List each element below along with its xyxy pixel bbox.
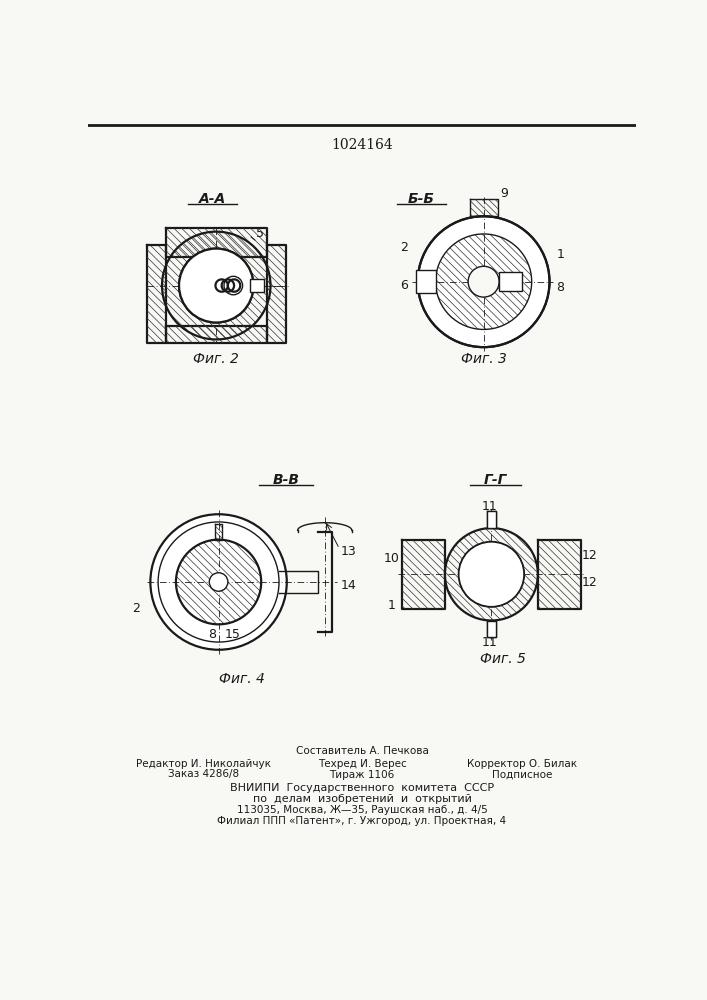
Text: 2: 2 <box>132 602 141 615</box>
Polygon shape <box>402 540 445 609</box>
Bar <box>416 270 436 293</box>
Polygon shape <box>469 199 498 216</box>
Circle shape <box>151 514 287 650</box>
Text: 5: 5 <box>257 227 264 240</box>
Text: Фиг. 5: Фиг. 5 <box>480 652 526 666</box>
Text: Подписное: Подписное <box>492 770 553 780</box>
Text: Фиг. 2: Фиг. 2 <box>193 352 239 366</box>
Text: по  делам  изобретений  и  открытий: по делам изобретений и открытий <box>252 794 472 804</box>
Text: Редактор И. Николайчук: Редактор И. Николайчук <box>136 759 271 769</box>
Text: Фиг. 3: Фиг. 3 <box>461 352 506 366</box>
Text: 113035, Москва, Ж—35, Раушская наб., д. 4/5: 113035, Москва, Ж—35, Раушская наб., д. … <box>237 805 487 815</box>
Bar <box>499 272 522 291</box>
Polygon shape <box>538 540 580 609</box>
Text: Корректор О. Билак: Корректор О. Билак <box>467 759 578 769</box>
Text: 8: 8 <box>209 628 216 641</box>
Bar <box>250 279 264 292</box>
Text: Составитель А. Печкова: Составитель А. Печкова <box>296 746 428 756</box>
Text: Фиг. 4: Фиг. 4 <box>219 672 264 686</box>
Circle shape <box>158 522 279 642</box>
Text: 10: 10 <box>383 552 399 565</box>
Text: А-А: А-А <box>199 192 226 206</box>
Polygon shape <box>162 232 271 339</box>
Text: 2: 2 <box>400 241 408 254</box>
Polygon shape <box>445 528 538 620</box>
Text: 8: 8 <box>556 281 564 294</box>
Bar <box>486 511 496 528</box>
Circle shape <box>209 573 228 591</box>
Text: 12: 12 <box>582 549 597 562</box>
Text: Тираж 1106: Тираж 1106 <box>329 770 395 780</box>
Circle shape <box>179 249 253 323</box>
Text: 9: 9 <box>500 187 508 200</box>
Polygon shape <box>166 228 267 257</box>
Text: 1: 1 <box>556 248 564 261</box>
Polygon shape <box>267 245 286 343</box>
Text: 11: 11 <box>481 636 497 649</box>
Polygon shape <box>436 234 532 329</box>
Circle shape <box>418 216 549 347</box>
Text: 14: 14 <box>341 579 357 592</box>
Circle shape <box>468 266 499 297</box>
Polygon shape <box>176 540 261 624</box>
Text: 12: 12 <box>582 576 597 588</box>
Text: 1024164: 1024164 <box>331 138 393 152</box>
Text: 13: 13 <box>341 545 357 558</box>
Text: Г-Г: Г-Г <box>484 473 507 487</box>
Text: 11: 11 <box>481 500 497 513</box>
Text: Б-Б: Б-Б <box>408 192 435 206</box>
Polygon shape <box>166 326 267 343</box>
Circle shape <box>179 249 253 323</box>
Polygon shape <box>486 620 496 637</box>
Text: В-В: В-В <box>272 473 300 487</box>
Text: 1: 1 <box>387 599 395 612</box>
Polygon shape <box>486 511 496 528</box>
Text: 6: 6 <box>400 279 408 292</box>
Text: 15: 15 <box>225 628 240 641</box>
Text: ВНИИПИ  Государственного  комитета  СССР: ВНИИПИ Государственного комитета СССР <box>230 783 494 793</box>
Circle shape <box>459 542 524 607</box>
Polygon shape <box>215 524 223 540</box>
Text: Техред И. Верес: Техред И. Верес <box>317 759 407 769</box>
Circle shape <box>459 542 524 607</box>
Circle shape <box>224 276 243 295</box>
Text: Филиал ППП «Патент», г. Ужгород, ул. Проектная, 4: Филиал ППП «Патент», г. Ужгород, ул. Про… <box>217 816 506 826</box>
Text: Заказ 4286/8: Заказ 4286/8 <box>168 770 239 780</box>
Bar <box>486 620 496 637</box>
Polygon shape <box>146 245 166 343</box>
